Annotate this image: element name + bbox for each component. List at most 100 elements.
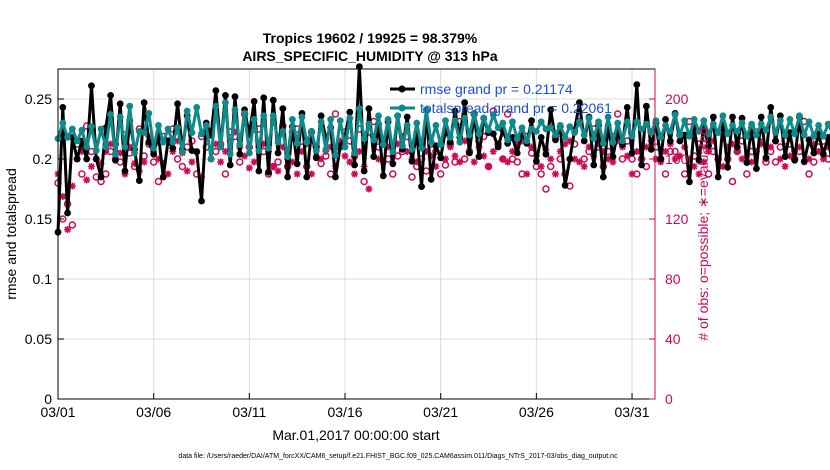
obs-possible-point — [580, 155, 588, 163]
obs-possible-point — [671, 147, 679, 156]
totalspread-point — [504, 136, 512, 144]
obs-evaluated-point — [231, 128, 239, 136]
obs-evaluated-point — [351, 170, 359, 178]
obs-possible-point — [680, 170, 689, 178]
x-axis-label: Mar.01,2017 00:00:00 start — [272, 427, 439, 443]
totalspread-point — [576, 118, 583, 126]
y-tick-label: 0.05 — [25, 331, 52, 347]
obs-possible-point — [661, 170, 670, 178]
y-right-tick-label: 40 — [665, 331, 681, 347]
totalspread-point — [413, 119, 421, 127]
totalspread-point — [159, 138, 167, 146]
rmse-point — [97, 173, 105, 181]
rmse-point — [121, 167, 129, 175]
rmse-point — [274, 149, 282, 157]
obs-evaluated-point — [260, 140, 268, 148]
totalspread-point — [781, 131, 789, 139]
obs-possible-point — [743, 170, 751, 178]
totalspread-point — [389, 148, 397, 156]
obs-evaluated-point — [221, 148, 229, 155]
rmse-point — [408, 158, 416, 165]
obs-evaluated-point — [724, 143, 732, 151]
obs-evaluated-point — [561, 140, 569, 148]
obs-evaluated-point — [810, 140, 818, 148]
rmse-point — [705, 142, 712, 150]
rmse-point — [819, 150, 827, 158]
obs-evaluated-point — [738, 155, 746, 163]
totalspread-point — [595, 118, 602, 126]
rmse-point — [150, 150, 158, 158]
totalspread-point — [121, 143, 129, 151]
rmse-point — [351, 161, 358, 169]
totalspread-point — [73, 137, 81, 145]
rmse-point — [145, 138, 153, 146]
totalspread-point — [375, 112, 382, 120]
totalspread-point — [561, 134, 569, 141]
totalspread-point — [518, 124, 526, 132]
rmse-point — [757, 113, 765, 121]
totalspread-point — [370, 136, 378, 144]
totalspread-point — [341, 143, 349, 151]
obs-evaluated-point — [671, 155, 679, 163]
totalspread-point — [150, 144, 158, 152]
obs-evaluated-point — [422, 148, 430, 155]
totalspread-point — [676, 131, 684, 139]
obs-evaluated-point — [107, 140, 115, 148]
totalspread-point — [116, 113, 124, 121]
obs-possible-point — [331, 110, 340, 118]
totalspread-point — [748, 120, 756, 128]
totalspread-point — [312, 147, 320, 155]
totalspread-point — [614, 119, 622, 127]
totalspread-point — [442, 117, 449, 124]
obs-evaluated-point — [537, 163, 545, 170]
obs-evaluated-point — [690, 163, 698, 170]
obs-evaluated-point — [504, 158, 512, 166]
totalspread-point — [719, 112, 727, 120]
totalspread-point — [571, 129, 579, 137]
totalspread-point — [293, 140, 301, 147]
y-right-tick-label: 160 — [665, 151, 689, 167]
obs-evaluated-point — [575, 158, 583, 166]
rmse-point — [767, 104, 775, 111]
totalspread-point — [681, 117, 689, 124]
totalspread-point — [178, 148, 186, 156]
obs-evaluated-point — [786, 152, 794, 160]
obs-evaluated-point — [279, 143, 287, 151]
obs-evaluated-point — [355, 148, 363, 155]
rmse-point — [537, 134, 545, 141]
y-tick-label: 0.1 — [33, 271, 53, 287]
totalspread-point — [513, 135, 521, 143]
rmse-point — [446, 138, 454, 146]
obs-evaluated-point — [174, 137, 182, 145]
obs-evaluated-point — [480, 152, 488, 160]
totalspread-point — [796, 112, 803, 120]
obs-evaluated-point — [633, 148, 641, 155]
obs-evaluated-point — [341, 152, 349, 160]
obs-possible-point — [542, 185, 550, 193]
obs-evaluated-point — [308, 170, 316, 178]
obs-evaluated-point — [595, 140, 603, 148]
obs-evaluated-point — [250, 158, 258, 166]
obs-evaluated-point — [623, 152, 631, 160]
obs-evaluated-point — [183, 167, 191, 175]
rmse-point — [599, 173, 607, 181]
rmse-point — [88, 82, 95, 90]
totalspread-point — [623, 118, 631, 126]
rmse-point — [212, 87, 220, 94]
totalspread-point — [810, 132, 818, 140]
totalspread-point — [198, 130, 205, 138]
obs-evaluated-point — [748, 158, 756, 166]
y-tick-label: 0.25 — [25, 91, 52, 107]
obs-possible-point — [154, 177, 163, 186]
x-tick-label: 03/21 — [423, 404, 458, 420]
totalspread-point — [102, 143, 110, 151]
rmse-point — [159, 173, 167, 181]
obs-evaluated-point — [523, 170, 531, 178]
totalspread-point — [418, 144, 425, 152]
obs-evaluated-point — [695, 170, 703, 178]
totalspread-point — [733, 127, 741, 135]
obs-evaluated-point — [245, 164, 253, 172]
obs-possible-point — [274, 158, 282, 166]
rmse-point — [513, 149, 521, 157]
totalspread-point — [303, 138, 311, 146]
